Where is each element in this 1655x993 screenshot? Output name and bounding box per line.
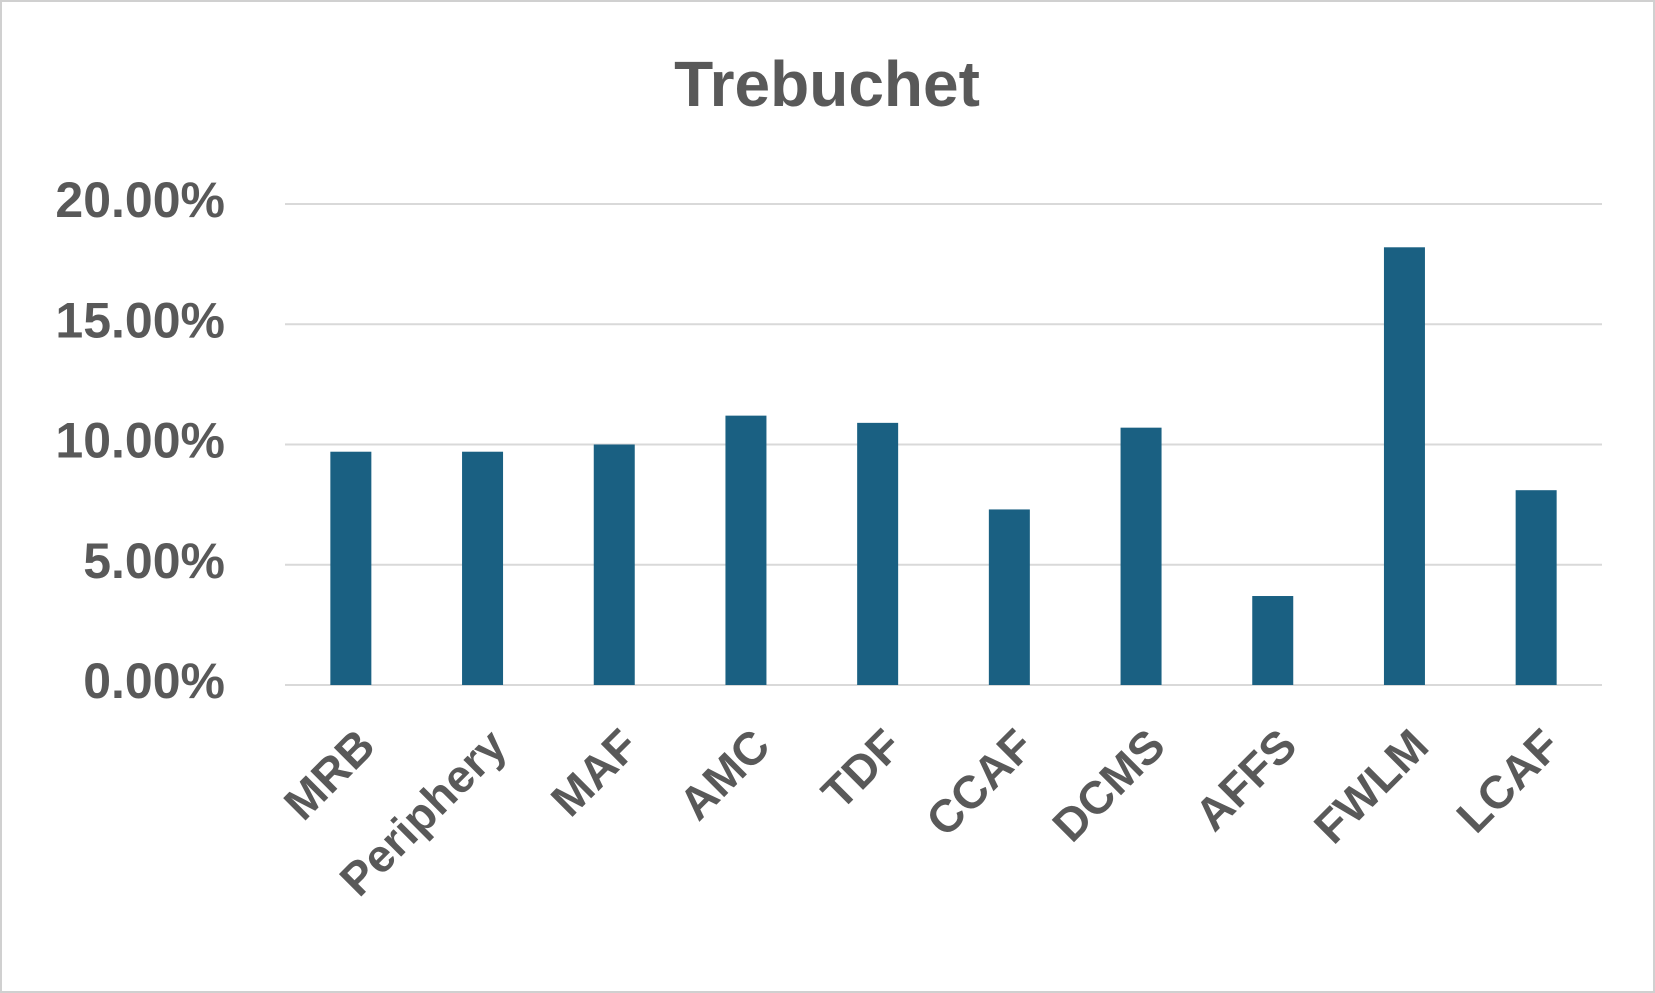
bar <box>1252 596 1294 685</box>
y-tick-label: 10.00% <box>55 413 225 469</box>
y-tick-label: 0.00% <box>83 653 225 709</box>
y-tick-label: 20.00% <box>55 172 225 228</box>
bar <box>1515 490 1557 685</box>
bar <box>725 415 767 685</box>
y-tick-label: 15.00% <box>55 292 225 348</box>
bar <box>330 451 372 685</box>
bar <box>988 509 1030 685</box>
bar <box>1120 427 1162 685</box>
bar <box>857 422 899 685</box>
bar <box>462 451 504 685</box>
bar <box>1383 247 1425 686</box>
y-tick-label: 5.00% <box>83 533 225 589</box>
bar <box>593 444 635 685</box>
chart-title: Trebuchet <box>674 48 980 120</box>
